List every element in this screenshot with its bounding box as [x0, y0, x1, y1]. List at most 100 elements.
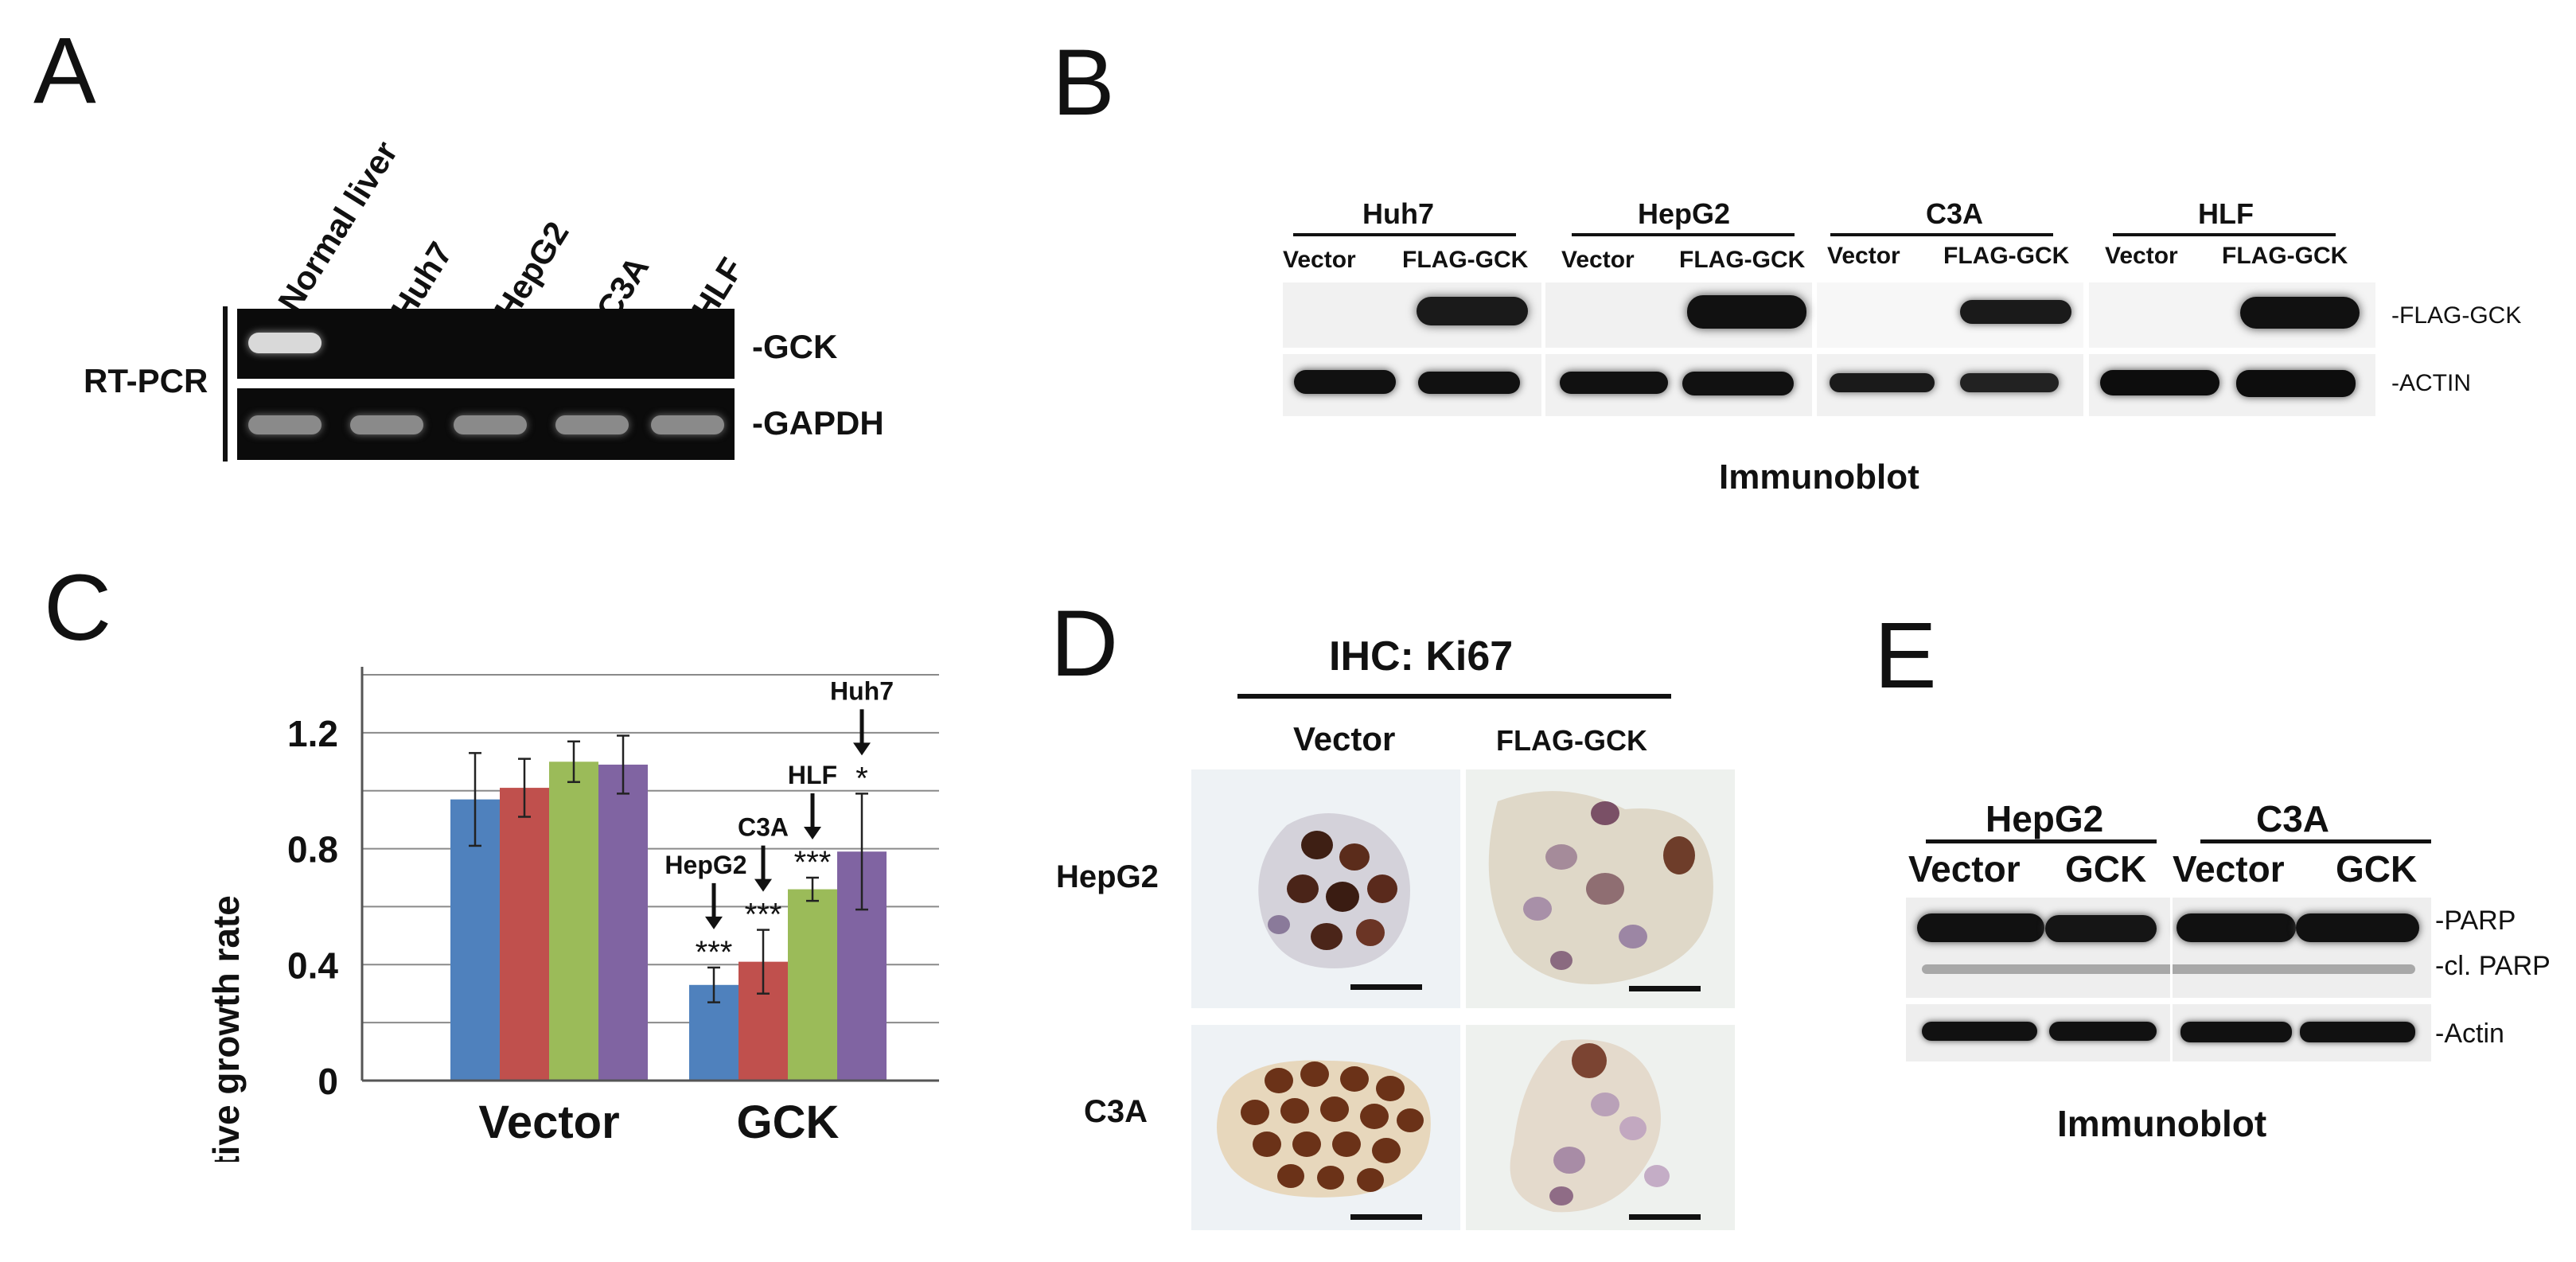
band: [1687, 295, 1806, 329]
band: [2300, 1022, 2415, 1042]
blot-e-actin: [1906, 1004, 2431, 1061]
band-label-parp: -PARP: [2435, 906, 2516, 936]
panel-a-label: A: [33, 18, 96, 123]
blot-flag-gck-hlf: [2089, 282, 2375, 348]
panel-c-label: C: [44, 555, 112, 660]
group-line-c3a: [1830, 233, 2053, 236]
lane-e-c3a-gck: GCK: [2336, 848, 2418, 890]
significance-marker: ***: [745, 898, 782, 933]
band-label-gapdh: -GAPDH: [752, 404, 884, 442]
band: [2049, 1022, 2157, 1041]
arrow-head: [705, 916, 723, 929]
growth-rate-chart: ***HepG2***C3A***HLF *Huh7 00.40.81.2Vect…: [205, 667, 939, 1162]
band-gapdh-2: [350, 415, 423, 434]
gel-gck: [237, 309, 735, 379]
immunoblot-caption-b: Immunoblot: [1719, 458, 1919, 497]
ihc-col-flag-gck: FLAG-GCK: [1496, 724, 1647, 757]
y-axis-label: Relative growth rate: [205, 895, 247, 1162]
band: [1418, 372, 1520, 394]
blot-actin-huh7: [1283, 354, 1541, 416]
band-label-gck: -GCK: [752, 328, 838, 365]
band: [2180, 1022, 2292, 1042]
lane-hepg2-flag-gck: FLAG-GCK: [1679, 247, 1806, 273]
cell-line-annotation: HLF: [788, 761, 837, 789]
lane-divider: [2170, 1004, 2173, 1061]
blot-actin-hlf: [2089, 354, 2375, 416]
significance-marker: ***: [794, 845, 832, 880]
band: [2296, 913, 2419, 942]
lane-e-hepg2-gck: GCK: [2065, 848, 2147, 890]
band: [1417, 297, 1528, 325]
lane-e-c3a-vector: Vector: [2173, 848, 2285, 890]
band-label-actin: -ACTIN: [2391, 370, 2471, 396]
y-tick-label: 0.4: [287, 945, 338, 986]
group-hepg2: HepG2: [1638, 197, 1731, 230]
y-tick-label: 0.8: [287, 829, 338, 871]
arrow-head: [804, 827, 821, 839]
ihc-title-line: [1237, 694, 1671, 699]
band: [1960, 373, 2059, 392]
blot-actin-hepg2: [1545, 354, 1812, 416]
blot-flag-gck-c3a: [1817, 282, 2083, 348]
cell-line-annotation: HepG2: [664, 851, 746, 879]
band: [1917, 913, 2044, 942]
band-gapdh-3: [454, 415, 527, 434]
ihc-hepg2-flag-gck-image: [1466, 769, 1735, 1008]
lane-label-normal-liver: Normal liver: [271, 134, 405, 318]
group-line-hepg2: [1572, 233, 1795, 236]
group-c3a: C3A: [1926, 197, 1984, 230]
panel-e-label: E: [1874, 603, 1937, 708]
arrow-head: [853, 742, 871, 756]
blot-parp: [1906, 898, 2431, 998]
blot-flag-gck-huh7: [1283, 282, 1541, 348]
band: [2236, 370, 2356, 397]
band: [1960, 300, 2071, 324]
panel-b-label: B: [1052, 30, 1115, 135]
rt-pcr-label: RT-PCR: [84, 362, 208, 399]
arrow-head: [754, 878, 772, 892]
band: [1294, 370, 1396, 394]
x-category-label: Vector: [478, 1096, 619, 1148]
cell-line-annotation: C3A: [738, 813, 789, 842]
band: [2100, 370, 2219, 395]
y-tick-label: 1.2: [287, 713, 338, 754]
lane-c3a-vector: Vector: [1827, 243, 1900, 269]
lane-c3a-flag-gck: FLAG-GCK: [1943, 243, 2070, 269]
group-e-hepg2: HepG2: [1986, 798, 2104, 839]
bar-hlf-gck: [788, 889, 837, 1081]
ihc-row-hepg2: HepG2: [1056, 859, 1159, 894]
bar-hlf-vector: [549, 761, 598, 1081]
lane-divider: [2170, 898, 2173, 998]
band-cleaved: [1922, 964, 2415, 974]
group-line-hlf: [2113, 233, 2336, 236]
band-gapdh-5: [651, 415, 724, 434]
blot-actin-c3a: [1817, 354, 2083, 416]
ihc-row-c3a: C3A: [1084, 1094, 1148, 1129]
panel-d-label: D: [1050, 591, 1119, 696]
significance-marker: *: [855, 761, 868, 796]
bar-c3a-vector: [500, 788, 549, 1081]
significance-marker: ***: [696, 935, 733, 970]
group-e-c3a: C3A: [2256, 798, 2330, 839]
group-hlf: HLF: [2198, 197, 2254, 230]
band: [1682, 372, 1794, 395]
group-line-e-hepg2: [1926, 839, 2157, 843]
band: [1830, 373, 1935, 392]
lane-huh7-flag-gck: FLAG-GCK: [1402, 247, 1529, 273]
ihc-c3a-vector-image: [1191, 1025, 1460, 1230]
band-label-flag-gck: -FLAG-GCK: [2391, 302, 2522, 329]
band: [2240, 297, 2360, 329]
x-category-label: GCK: [737, 1096, 840, 1148]
band-label-e-actin: -Actin: [2435, 1019, 2504, 1049]
band-normal-liver-gck: [248, 333, 322, 353]
ihc-col-vector: Vector: [1293, 720, 1396, 758]
gel-gapdh: [237, 388, 735, 460]
cell-line-annotation: Huh7: [830, 676, 894, 705]
ihc-title: IHC: Ki67: [1329, 633, 1514, 680]
band: [2045, 915, 2157, 942]
band: [1560, 372, 1668, 394]
band: [2177, 913, 2296, 942]
ihc-hepg2-vector-image: [1191, 769, 1460, 1008]
band-gapdh-1: [248, 415, 322, 434]
group-line-huh7: [1293, 233, 1516, 236]
